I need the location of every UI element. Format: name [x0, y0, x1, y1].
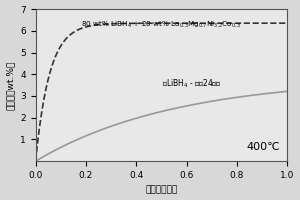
Text: 80 wt% LiBH$_4$ + 20 wt% La$_{0.3}$Mg$_{0.7}$Ni$_{3.2}$Co$_{0.3}$: 80 wt% LiBH$_4$ + 20 wt% La$_{0.3}$Mg$_{…	[81, 20, 242, 30]
Text: 纯LiBH$_4$ - 球磨24小时: 纯LiBH$_4$ - 球磨24小时	[162, 78, 221, 90]
X-axis label: 时间（小时）: 时间（小时）	[145, 185, 178, 194]
Text: 400℃: 400℃	[246, 142, 280, 152]
Y-axis label: 放氢量（wt.%）: 放氢量（wt.%）	[6, 60, 15, 110]
